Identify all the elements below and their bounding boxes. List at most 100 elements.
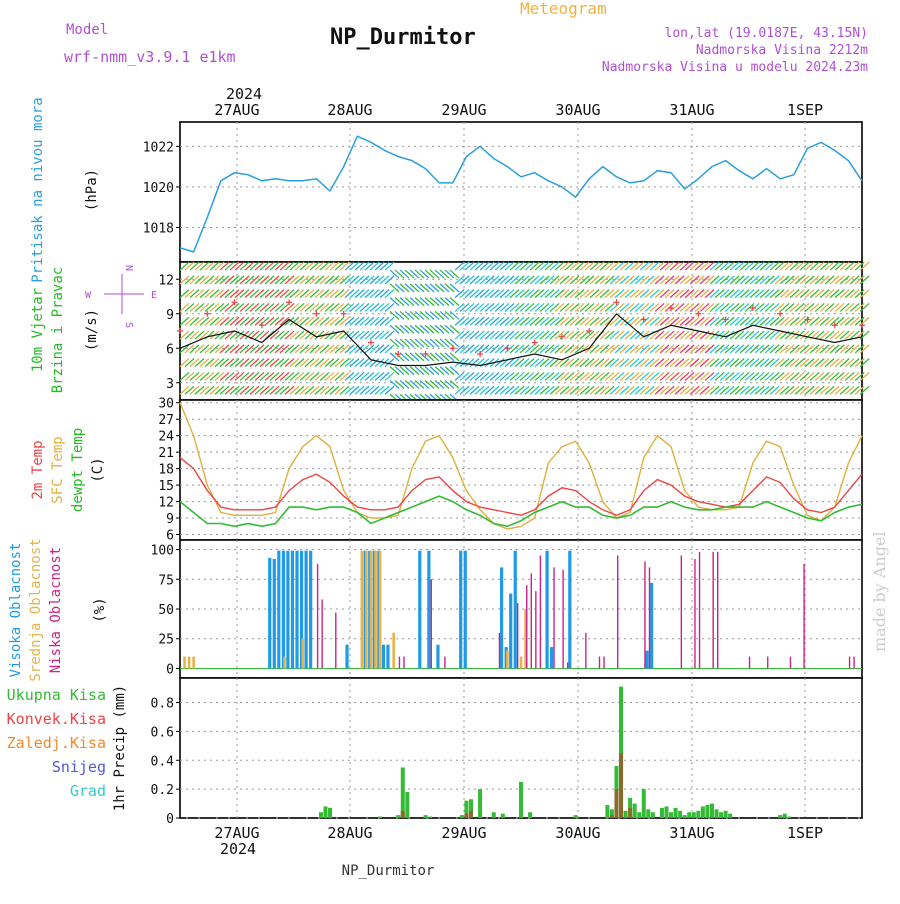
wind-barb	[244, 302, 255, 312]
wind-barb	[709, 344, 720, 354]
wind-barb	[269, 302, 280, 312]
wind-barb	[279, 316, 290, 326]
precip-total-bar	[423, 815, 428, 818]
wind-barb	[234, 358, 245, 368]
wind-barb	[694, 316, 705, 326]
wind-barb	[504, 358, 515, 368]
wind-barb	[234, 316, 245, 326]
wind-barb	[369, 289, 380, 299]
wind-barb	[459, 316, 470, 326]
wind-barb	[189, 344, 200, 354]
wind-barb	[599, 344, 610, 354]
wind-barb	[854, 289, 865, 299]
wind-barb	[769, 275, 780, 285]
wind-barb	[729, 371, 740, 381]
wind-barb	[194, 302, 205, 312]
cloud-bar	[712, 551, 714, 669]
wind-barb	[509, 385, 520, 395]
wind-barb	[629, 261, 640, 271]
wind-barb	[579, 302, 590, 312]
wind-barb	[624, 358, 635, 368]
wind-barb	[754, 385, 765, 395]
wind-barb	[409, 269, 420, 279]
wind-barb	[849, 302, 860, 312]
wind-barb	[469, 316, 480, 326]
wind-barb	[244, 344, 255, 354]
wind-barb	[474, 261, 485, 271]
wind-barb	[279, 330, 290, 340]
wind-barb	[464, 371, 475, 381]
wind-barb	[714, 371, 725, 381]
wind-barb	[249, 358, 260, 368]
wind-barb	[769, 371, 780, 381]
wind-barb	[534, 385, 545, 395]
wind-barb	[794, 344, 805, 354]
wind-barb	[249, 385, 260, 395]
wind-barb	[454, 371, 465, 381]
wind-barb	[349, 261, 360, 271]
wind-barb	[254, 302, 265, 312]
wind-barb	[849, 371, 860, 381]
cloud-bar	[562, 569, 564, 669]
cloud-bar	[386, 644, 390, 669]
wind-barb	[289, 330, 300, 340]
wind-barb	[344, 330, 355, 340]
wind-barb	[354, 261, 365, 271]
wind-barb	[324, 275, 335, 285]
wind-barb	[774, 330, 785, 340]
wind-barb	[464, 275, 475, 285]
wind-barb	[734, 385, 745, 395]
wind-barb	[539, 344, 550, 354]
wind-barb	[179, 316, 190, 326]
wind-barb	[204, 385, 215, 395]
wind-barb	[569, 358, 580, 368]
wind-barb	[444, 324, 455, 334]
wind-barb	[474, 344, 485, 354]
wind-barb	[194, 385, 205, 395]
wind-barb	[689, 289, 700, 299]
wind-barb	[484, 302, 495, 312]
wind-barb	[639, 316, 650, 326]
wind-barb	[374, 261, 385, 271]
wind-barb	[604, 344, 615, 354]
wind-barb	[394, 379, 405, 389]
wind-barb	[544, 316, 555, 326]
wind-barb	[844, 316, 855, 326]
wind-barb	[284, 302, 295, 312]
wind-barb	[304, 344, 315, 354]
wind-barb	[244, 261, 255, 271]
precip-total-bar	[787, 816, 792, 818]
precip-total-bar	[637, 812, 642, 818]
wind-barb	[549, 371, 560, 381]
wind-barb	[844, 330, 855, 340]
wind-barb	[764, 261, 775, 271]
y-tick-label: 0.2	[151, 783, 174, 798]
wind-barb	[499, 275, 510, 285]
wind-barb	[299, 371, 310, 381]
wind-barb	[599, 385, 610, 395]
wind-barb	[224, 289, 235, 299]
precip-conv-bar	[400, 810, 405, 818]
wind-barb	[559, 344, 570, 354]
wind-barb	[734, 330, 745, 340]
y-tick-label: 50	[158, 603, 174, 618]
wind-barb	[364, 289, 375, 299]
wind-barb	[454, 316, 465, 326]
wind-barb	[834, 358, 845, 368]
wind-barb	[269, 371, 280, 381]
wind-barb	[374, 302, 385, 312]
wind-barb	[489, 302, 500, 312]
wind-barb	[474, 330, 485, 340]
wind-barb	[724, 358, 735, 368]
wind-barb	[684, 330, 695, 340]
wind-barb	[344, 371, 355, 381]
wind-barb	[504, 302, 515, 312]
wind-barb	[329, 275, 340, 285]
wind-barb	[839, 344, 850, 354]
wind-barb	[474, 385, 485, 395]
wind-barb	[814, 330, 825, 340]
wind-barb	[849, 344, 860, 354]
wind-barb	[779, 261, 790, 271]
wind-barb	[714, 358, 725, 368]
wind-barb	[799, 371, 810, 381]
